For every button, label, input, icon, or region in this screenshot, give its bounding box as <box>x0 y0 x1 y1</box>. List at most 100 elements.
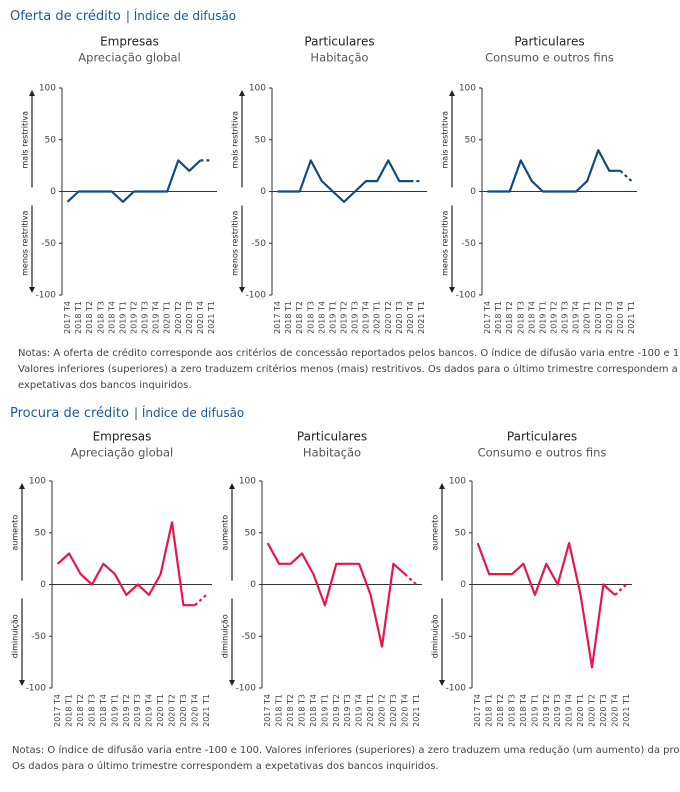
x-tick-label: 2021 T1 <box>417 301 426 334</box>
x-tick-label: 2021 T1 <box>207 301 216 334</box>
y-tick-label: 0 <box>460 580 466 590</box>
x-tick-label: 2019 T1 <box>538 301 547 334</box>
line-series <box>66 159 202 203</box>
x-tick-label: 2017 T4 <box>263 694 272 727</box>
y-tick-label: -100 <box>446 684 467 694</box>
chart-subtitle: Habitação <box>303 446 361 460</box>
x-tick-label: 2018 T3 <box>508 694 517 727</box>
x-tick-label: 2020 T2 <box>174 301 183 334</box>
y-tick-label: -100 <box>36 291 57 301</box>
y-tick-label: -50 <box>461 239 476 249</box>
note-line: Notas: O índice de difusão varia entre -… <box>12 744 680 756</box>
arrow-head-up <box>229 483 235 489</box>
annotation-down: diminuição <box>431 614 440 658</box>
arrow-head-down <box>29 287 35 293</box>
chart-subtitle: Apreciação global <box>71 446 173 460</box>
x-tick-label: 2020 T2 <box>588 694 597 727</box>
x-tick-label: 2018 T4 <box>99 694 108 727</box>
x-tick-label: 2019 T2 <box>332 694 341 727</box>
x-tick-label: 2019 T2 <box>542 694 551 727</box>
line-series <box>487 149 621 193</box>
annotation-up: mais restritiva <box>231 111 240 169</box>
annotation-up: aumento <box>431 515 440 551</box>
x-tick-label: 2018 T1 <box>275 694 284 727</box>
x-tick-label: 2018 T4 <box>519 694 528 727</box>
y-tick-label: -100 <box>236 684 257 694</box>
x-tick-label: 2018 T2 <box>505 301 514 334</box>
line-expectation <box>194 594 208 607</box>
x-tick-label: 2019 T4 <box>145 694 154 727</box>
line-expectation <box>614 583 628 596</box>
line-expectation <box>404 573 418 586</box>
chart-subtitle: Consumo e outros fins <box>485 51 614 65</box>
y-tick-label: -50 <box>251 239 266 249</box>
x-tick-label: 2019 T3 <box>133 694 142 727</box>
y-tick-label: 0 <box>40 580 46 590</box>
y-tick-label: 100 <box>249 84 266 94</box>
note-line: Os dados para o último trimestre corresp… <box>12 760 439 772</box>
y-tick-label: -50 <box>31 632 46 642</box>
x-tick-label: 2018 T4 <box>309 694 318 727</box>
note-line: Notas: A oferta de crédito corresponde a… <box>18 347 680 359</box>
arrow-head-down <box>19 680 25 686</box>
line-series <box>277 159 411 203</box>
arrow-head-up <box>439 483 445 489</box>
x-tick-label: 2018 T1 <box>65 694 74 727</box>
x-tick-label: 2017 T4 <box>273 301 282 334</box>
line-expectation <box>619 169 633 182</box>
arrow-head-down <box>439 680 445 686</box>
section-title: Procura de crédito | Índice de difusão <box>10 405 244 421</box>
x-tick-label: 2020 T4 <box>190 694 199 727</box>
x-tick-label: 2019 T3 <box>561 301 570 334</box>
x-tick-label: 2019 T4 <box>152 301 161 334</box>
x-tick-label: 2019 T2 <box>549 301 558 334</box>
x-tick-label: 2020 T1 <box>163 301 172 334</box>
x-tick-label: 2018 T3 <box>306 301 315 334</box>
y-tick-label: 50 <box>245 528 257 538</box>
x-tick-label: 2019 T1 <box>328 301 337 334</box>
chart-title: Empresas <box>93 430 152 444</box>
y-tick-label: 50 <box>455 528 467 538</box>
x-tick-label: 2019 T1 <box>110 694 119 727</box>
x-tick-label: 2018 T2 <box>76 694 85 727</box>
y-tick-label: 50 <box>35 528 47 538</box>
y-tick-label: -100 <box>456 291 477 301</box>
section-subtitle: | Índice de difusão <box>134 405 244 420</box>
arrow-head-up <box>19 483 25 489</box>
x-tick-label: 2020 T4 <box>616 301 625 334</box>
y-tick-label: -100 <box>26 684 47 694</box>
x-tick-label: 2018 T3 <box>516 301 525 334</box>
y-tick-label: 0 <box>250 580 256 590</box>
section-title-text: Procura de crédito <box>10 406 129 421</box>
x-tick-label: 2020 T3 <box>389 694 398 727</box>
x-tick-label: 2020 T4 <box>196 301 205 334</box>
y-tick-label: 100 <box>29 477 46 487</box>
x-tick-label: 2018 T2 <box>85 301 94 334</box>
y-tick-label: -100 <box>246 291 267 301</box>
x-tick-label: 2018 T1 <box>74 301 83 334</box>
arrow-head-up <box>29 90 35 96</box>
y-tick-label: 100 <box>239 477 256 487</box>
y-tick-label: -50 <box>241 632 256 642</box>
x-tick-label: 2020 T1 <box>576 694 585 727</box>
x-tick-label: 2020 T2 <box>378 694 387 727</box>
x-tick-label: 2019 T4 <box>362 301 371 334</box>
x-tick-label: 2018 T3 <box>96 301 105 334</box>
x-tick-label: 2020 T2 <box>384 301 393 334</box>
chart-title: Particulares <box>297 430 367 444</box>
x-tick-label: 2017 T4 <box>53 694 62 727</box>
annotation-down: menos restritiva <box>441 211 450 276</box>
annotation-up: mais restritiva <box>21 111 30 169</box>
x-tick-label: 2018 T4 <box>107 301 116 334</box>
line-series <box>56 521 195 607</box>
chart-subtitle: Apreciação global <box>78 51 180 65</box>
x-tick-label: 2018 T3 <box>88 694 97 727</box>
note-line: expetativas dos bancos inquiridos. <box>18 380 192 391</box>
x-tick-label: 2018 T4 <box>527 301 536 334</box>
x-tick-label: 2018 T2 <box>286 694 295 727</box>
section-title: Oferta de crédito | Índice de difusão <box>10 8 236 24</box>
x-tick-label: 2019 T2 <box>122 694 131 727</box>
x-tick-label: 2019 T3 <box>141 301 150 334</box>
y-tick-label: 50 <box>45 135 57 145</box>
y-tick-label: 50 <box>465 135 477 145</box>
